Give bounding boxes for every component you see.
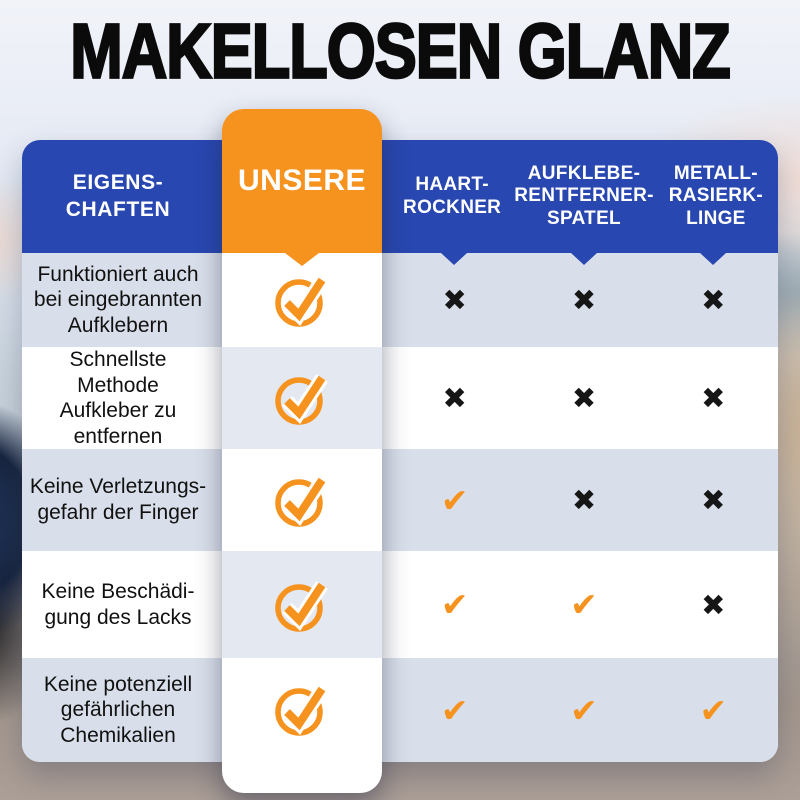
competitor-header-hairdryer: HAART- ROCKNER <box>390 174 514 219</box>
cross-icon: ✖ <box>701 587 726 622</box>
circled-check-icon <box>275 374 328 425</box>
label-line: bei eingebrannten <box>33 288 203 312</box>
cross-icon: ✖ <box>442 283 467 317</box>
our-cell <box>222 347 382 449</box>
table-row: Keine potenziell gefährlichen Chemikalie… <box>22 658 778 762</box>
check-icon: ✔ <box>570 690 598 730</box>
label-line: gefahr der Finger <box>37 501 199 524</box>
check-icon: ✔ <box>699 690 728 730</box>
label-line: Funktioniert auch <box>37 262 199 286</box>
table-row: Funktioniert auch bei eingebrannten Aufk… <box>22 253 778 347</box>
label-line: entfernen <box>73 424 163 448</box>
cross-icon: ✖ <box>701 483 726 517</box>
label-line: Aufklebern <box>67 313 169 337</box>
header-pointer-icon <box>700 253 726 265</box>
comparison-table: EIGENS- CHAFTEN HAART- ROCKNER AUFKLEBE-… <box>22 109 778 800</box>
check-icon: ✔ <box>440 480 469 520</box>
header-pointer-icon <box>441 253 467 265</box>
table-row: Keine Beschädi- gung des Lacks ✔ ✔ ✖ <box>22 551 778 658</box>
label-line: Keine potenziell <box>43 672 193 696</box>
our-cell <box>222 449 382 551</box>
feature-label: Keine Beschädi- gung des Lacks <box>22 579 214 630</box>
our-column-header: UNSERE <box>222 109 382 253</box>
label-line: Aufkleber zu <box>59 399 177 423</box>
table-body: Funktioniert auch bei eingebrannten Aufk… <box>22 253 778 762</box>
label-line: Schnellste Methode <box>69 348 167 397</box>
header-line: ROCKNER <box>403 196 502 218</box>
table-row: Schnellste Methode Aufkleber zu entferne… <box>22 347 778 449</box>
cross-icon: ✖ <box>442 381 467 416</box>
competitor-header-spatula: AUFKLEBE- RENTFERNER- SPATEL <box>514 163 653 230</box>
label-line: Chemikalien <box>60 723 176 747</box>
label-line: gefährlichen <box>60 698 176 722</box>
table-card: EIGENS- CHAFTEN HAART- ROCKNER AUFKLEBE-… <box>22 140 778 762</box>
cross-icon: ✖ <box>701 381 726 416</box>
feature-label: Schnellste Methode Aufkleber zu entferne… <box>22 347 214 449</box>
competitor-header-razorblade: METALL- RASIERK- LINGE <box>654 163 778 230</box>
label-line: Keine Beschädi- <box>41 579 195 603</box>
table-header-row: EIGENS- CHAFTEN HAART- ROCKNER AUFKLEBE-… <box>22 140 778 253</box>
our-product-column: UNSERE <box>222 109 382 793</box>
feature-label: Keine Verletzungs- gefahr der Finger <box>22 474 214 525</box>
header-line: RENTFERNER- <box>514 185 654 207</box>
header-line: SPATEL <box>547 207 621 229</box>
cross-icon: ✖ <box>571 483 597 517</box>
cross-icon: ✖ <box>701 283 726 317</box>
check-icon: ✔ <box>570 585 598 624</box>
features-column-header: EIGENS- CHAFTEN <box>22 170 214 223</box>
page-title: MAKELLOSEN GLANZ <box>69 8 732 96</box>
feature-label: Funktioniert auch bei eingebrannten Aufk… <box>22 262 214 339</box>
header-line: EIGENS- <box>72 171 164 195</box>
check-icon: ✔ <box>440 690 469 730</box>
cross-icon: ✖ <box>571 381 597 416</box>
label-line: gung des Lacks <box>44 605 192 629</box>
label-line: Keine Verletzungs- <box>29 475 207 499</box>
header-line: CHAFTEN <box>65 197 171 221</box>
header-line: METALL- <box>673 162 758 184</box>
circled-check-icon <box>275 276 328 327</box>
cross-icon: ✖ <box>571 283 597 317</box>
circled-check-icon <box>275 476 328 527</box>
table-row: Keine Verletzungs- gefahr der Finger ✔ ✖… <box>22 449 778 551</box>
header-pointer-icon <box>571 253 597 265</box>
our-cell <box>222 551 382 658</box>
header-line: HAART- <box>415 174 489 196</box>
our-cell <box>222 658 382 793</box>
circled-check-icon <box>275 685 328 736</box>
our-cell <box>222 253 382 347</box>
header-line: LINGE <box>686 207 746 229</box>
check-icon: ✔ <box>440 585 469 624</box>
feature-label: Keine potenziell gefährlichen Chemikalie… <box>22 672 214 749</box>
circled-check-icon <box>275 580 328 632</box>
header-line: AUFKLEBE- <box>527 162 641 184</box>
header-line: RASIERK- <box>668 185 763 207</box>
